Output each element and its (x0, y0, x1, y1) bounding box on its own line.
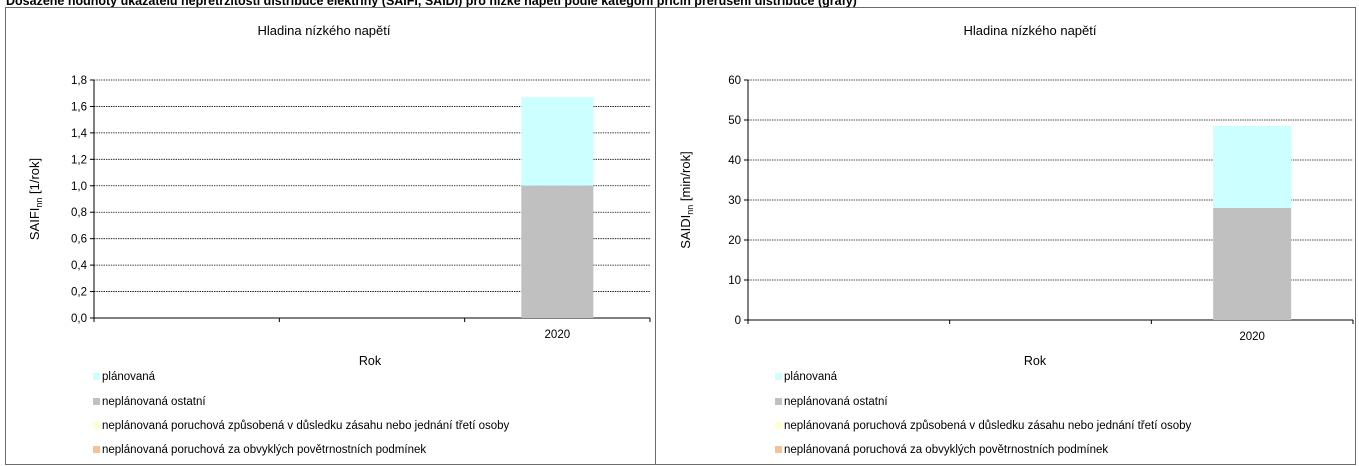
saidi-legend-swatch (775, 398, 782, 405)
saifi-y-tick-label: 1,4 (71, 128, 88, 140)
saifi-y-tick-label: 1,0 (71, 181, 87, 193)
saifi-legend-swatch (93, 446, 100, 453)
saidi-legend-swatch (775, 373, 782, 380)
saifi-chart: Hladina nízkého napětí 0,0 0,2 0,4 0,6 0,8 1,0… (27, 23, 651, 456)
saidi-legend-label: plánovaná (784, 371, 838, 383)
saidi-y-axis-label: SAIDInn [min/rok] (678, 151, 695, 248)
saidi-bar-segment (1213, 126, 1292, 208)
saifi-y-tick-label: 0,0 (71, 313, 87, 325)
saidi-y-tick-label: 50 (728, 115, 741, 127)
saifi-bar-segment (521, 97, 594, 186)
saifi-y-tick-label: 1,8 (71, 75, 87, 87)
saifi-chart-title: Hladina nízkého napětí (258, 23, 391, 38)
saidi-legend-label: neplánovaná ostatní (784, 396, 888, 408)
saidi-chart-panel: Hladina nízkého napětí 0 10 20 30 40 50 60 2020 S… (655, 7, 1356, 465)
saifi-y-tick-label: 0,2 (71, 287, 87, 299)
saidi-y-tick-label: 40 (728, 155, 741, 167)
saidi-legend-swatch (775, 446, 782, 453)
saifi-legend-label: neplánovaná ostatní (102, 396, 206, 408)
saifi-legend-label: neplánovaná poruchová způsobená v důsled… (102, 420, 510, 432)
saifi-legend-swatch (93, 373, 100, 380)
saifi-legend-label: neplánovaná poruchová za obvyklých povět… (102, 444, 426, 456)
saifi-y-tick-label: 1,6 (71, 101, 87, 113)
saifi-y-axis-label: SAIFInn [1/rok] (27, 158, 44, 240)
saifi-y-tick-label: 1,2 (71, 154, 87, 166)
saidi-chart: Hladina nízkého napětí 0 10 20 30 40 50 60 2020 S… (678, 23, 1354, 456)
saidi-y-tick-label: 60 (728, 75, 741, 87)
saifi-chart-panel: Hladina nízkého napětí 0,0 0,2 0,4 0,6 0,8 1,0… (5, 7, 656, 465)
saifi-legend-swatch (93, 398, 100, 405)
saidi-bar-segment (1213, 208, 1292, 320)
saifi-y-tick-label: 0,4 (71, 260, 88, 272)
saifi-x-axis-label: Rok (359, 354, 382, 368)
saifi-y-tick-label: 0,6 (71, 234, 87, 246)
saidi-y-tick-label: 20 (728, 235, 741, 247)
saidi-chart-title: Hladina nízkého napětí (964, 23, 1097, 38)
saifi-bar-segment (521, 185, 594, 318)
saidi-legend-swatch (775, 422, 782, 429)
saidi-legend-label: neplánovaná poruchová způsobená v důsled… (784, 420, 1192, 432)
saidi-x-tick-label: 2020 (1239, 331, 1265, 343)
saidi-y-tick-label: 0 (735, 315, 741, 327)
saidi-x-axis-label: Rok (1024, 354, 1047, 368)
page-title: Dosažené hodnoty ukazatelů nepřetržitost… (6, 0, 857, 8)
saidi-y-tick-label: 10 (728, 275, 741, 287)
saifi-legend-swatch (93, 422, 100, 429)
saidi-y-tick-label: 30 (728, 195, 741, 207)
saifi-legend-label: plánovaná (102, 371, 156, 383)
saifi-y-tick-label: 0,8 (71, 207, 87, 219)
saidi-legend-label: neplánovaná poruchová za obvyklých povět… (784, 444, 1108, 456)
saifi-x-tick-label: 2020 (545, 329, 571, 341)
